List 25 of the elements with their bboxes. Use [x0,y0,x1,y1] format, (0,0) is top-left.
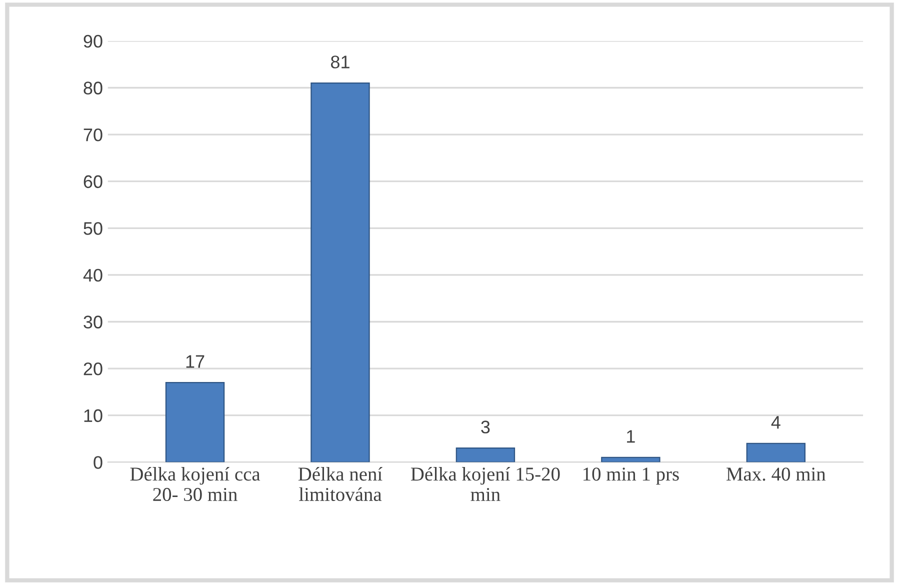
y-tick-label: 50 [84,222,102,235]
bar [165,382,225,462]
bar [746,442,806,462]
y-tick-label: 60 [84,175,102,188]
data-label: 3 [481,420,490,434]
x-tick-label: Délka není limitována [298,466,382,502]
x-tick-label: Délka kojení cca 20- 30 min [130,467,260,502]
data-label: 1 [627,430,635,443]
y-tick-label: 90 [84,34,102,48]
y-tick-label: 20 [84,362,102,376]
data-label: 4 [771,416,780,429]
y-tick-label: 30 [84,316,102,328]
y-tick-label: 40 [83,268,102,282]
x-tick-label: 10 min 1 prs [584,468,679,485]
x-tick-label: Délka kojení 15-20 min [410,467,560,501]
y-tick-label: 70 [84,128,102,142]
data-label: 81 [330,56,350,68]
bar [310,82,370,462]
y-tick-label: 10 [84,409,102,422]
bar [456,448,516,462]
y-tick-label: 0 [94,456,102,469]
x-tick-label: Max. 40 min [726,468,826,481]
y-tick-label: 80 [84,82,102,94]
bar [601,456,660,462]
data-label: 17 [186,355,204,368]
